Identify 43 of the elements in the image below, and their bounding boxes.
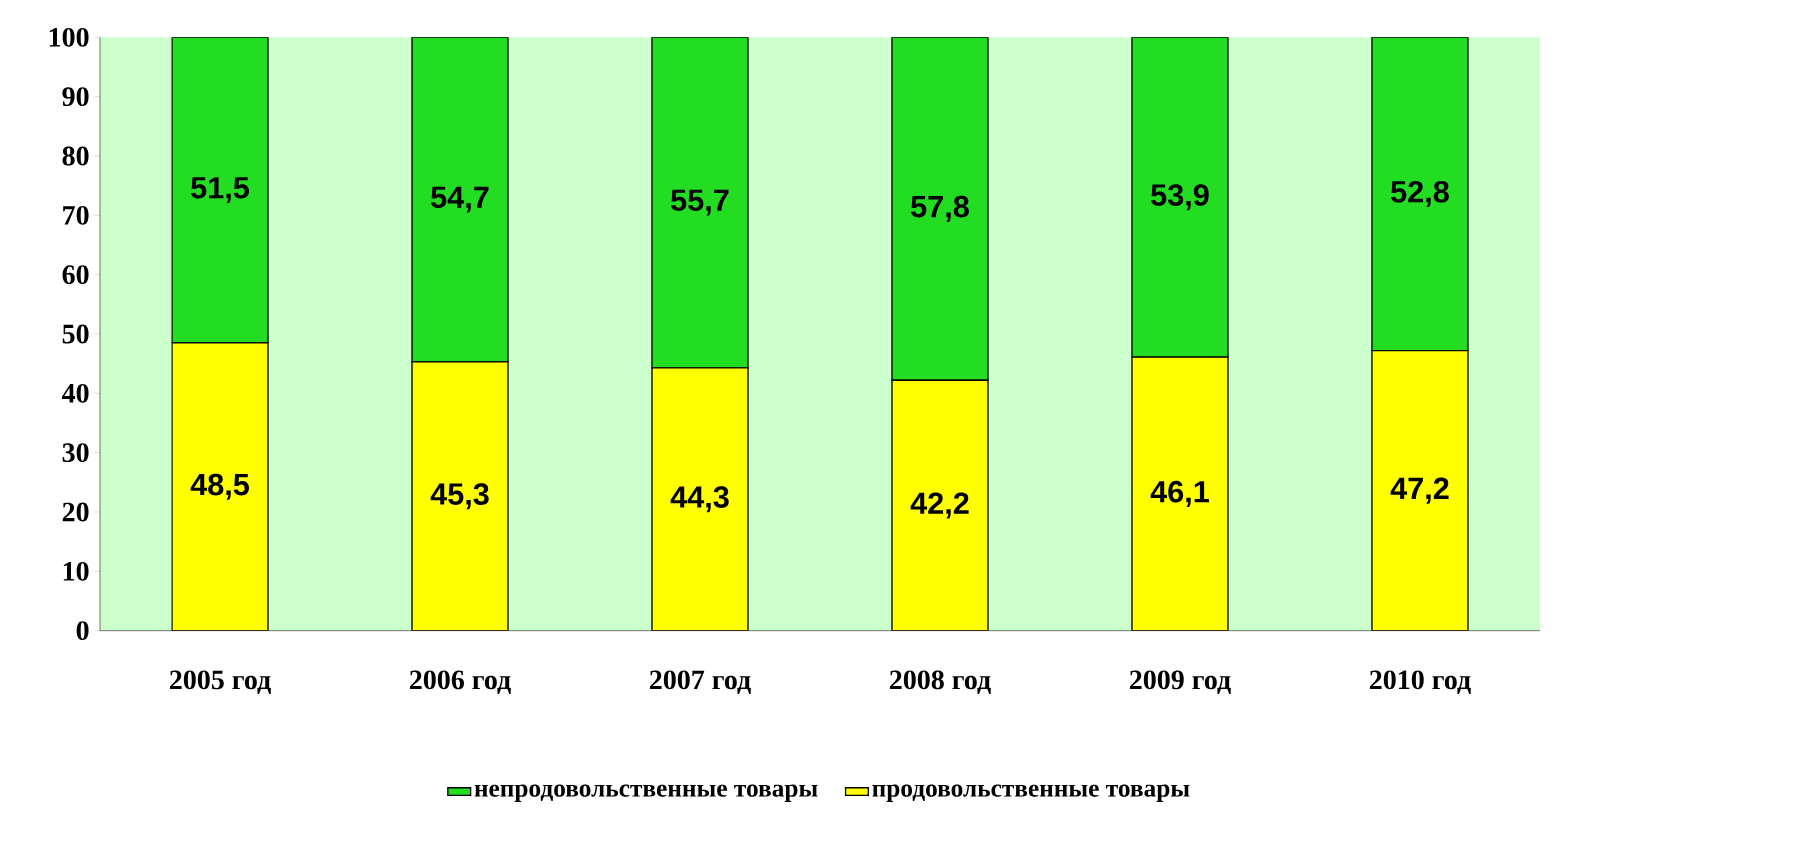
data-label: 48,5 [190, 473, 249, 500]
x-tick-label: 2010 год [1369, 670, 1471, 694]
bar [171, 37, 269, 344]
y-tick-label: 20 [62, 502, 89, 522]
bar [1371, 349, 1469, 631]
y-tick-label: 80 [62, 146, 89, 166]
data-label: 42,2 [910, 492, 969, 519]
bar [891, 379, 989, 631]
bar [171, 342, 269, 631]
bar [1371, 37, 1469, 352]
y-tick-label: 60 [62, 265, 89, 285]
x-tick-label: 2009 год [1129, 670, 1231, 694]
data-label: 55,7 [671, 189, 729, 216]
x-tick-label: 2005 год [169, 670, 271, 694]
bar [1131, 356, 1229, 631]
data-label: 57,8 [911, 195, 969, 222]
data-label: 45,3 [430, 483, 489, 510]
data-label: 51,5 [191, 177, 249, 204]
data-label: 52,8 [1391, 180, 1449, 208]
y-tick-label: 30 [62, 443, 89, 463]
x-tick-label: 2006 год [409, 670, 511, 694]
y-tick-label: 100 [49, 27, 89, 47]
y-tick-label: 10 [63, 561, 89, 581]
y-tick-label: 0 [76, 621, 89, 641]
bar [651, 367, 749, 631]
bar [411, 361, 509, 631]
data-label: 46,1 [1150, 480, 1209, 507]
x-tick-label: 2008 год [889, 670, 991, 694]
data-label: 53,9 [1151, 184, 1209, 211]
bar [891, 37, 989, 381]
x-tick-label: 2007 год [649, 670, 751, 694]
data-label: 44,3 [670, 486, 729, 513]
y-tick-label: 50 [62, 324, 89, 344]
data-label: 54,7 [431, 186, 489, 213]
bar [411, 37, 509, 363]
data-label: 47,2 [1390, 477, 1449, 504]
bar [1131, 37, 1229, 358]
legend-label: продовольственные товары [872, 784, 1190, 802]
y-tick-label: 40 [61, 383, 89, 403]
y-tick-label: 70 [63, 205, 89, 225]
y-tick-label: 90 [62, 87, 89, 107]
bar [651, 37, 749, 369]
legend-label: непродовольственные товары [474, 784, 818, 802]
